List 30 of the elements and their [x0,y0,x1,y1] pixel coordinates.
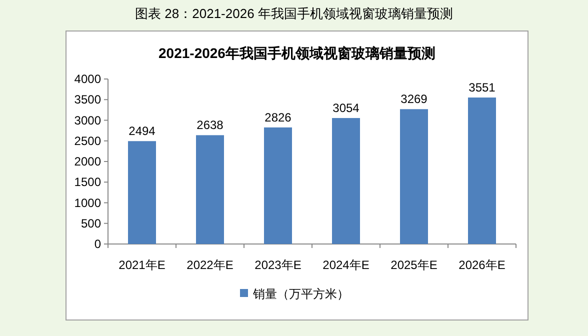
bar [264,127,292,244]
x-tick-label: 2025年E [390,258,438,272]
x-tick-label: 2021年E [118,258,166,272]
y-tick-label: 0 [94,237,102,251]
data-label: 2826 [264,110,292,124]
y-tick-label: 1000 [74,196,102,210]
bar [128,141,156,244]
y-tick-label: 3000 [74,113,102,128]
y-tick-label: 1500 [74,175,102,190]
x-tick-label: 2022年E [186,258,234,272]
data-label: 3551 [468,80,496,95]
bar [196,135,224,244]
data-label: 3269 [400,92,428,106]
x-tick-label: 2026年E [458,258,506,272]
legend-label: 销量（万平方米） [252,287,349,301]
y-tick-label: 4000 [74,72,102,86]
y-tick-label: 2500 [74,134,102,148]
y-tick-label: 2000 [74,154,102,168]
x-tick-label: 2024年E [322,258,370,272]
bar [332,118,360,244]
data-label: 2494 [128,124,156,138]
text: 图表 28：2021-2026 年我国手机领域视窗玻璃销量预测 [135,6,453,21]
x-tick-label: 2023年E [254,258,302,272]
bar [400,109,428,244]
data-label: 2638 [196,118,224,132]
data-label: 3054 [332,101,360,116]
y-tick-label: 500 [80,216,102,230]
bar [468,98,496,244]
chart-title: 2021-2026年我国手机领域视窗玻璃销量预测 [158,45,436,61]
y-tick-label: 3500 [74,92,102,107]
